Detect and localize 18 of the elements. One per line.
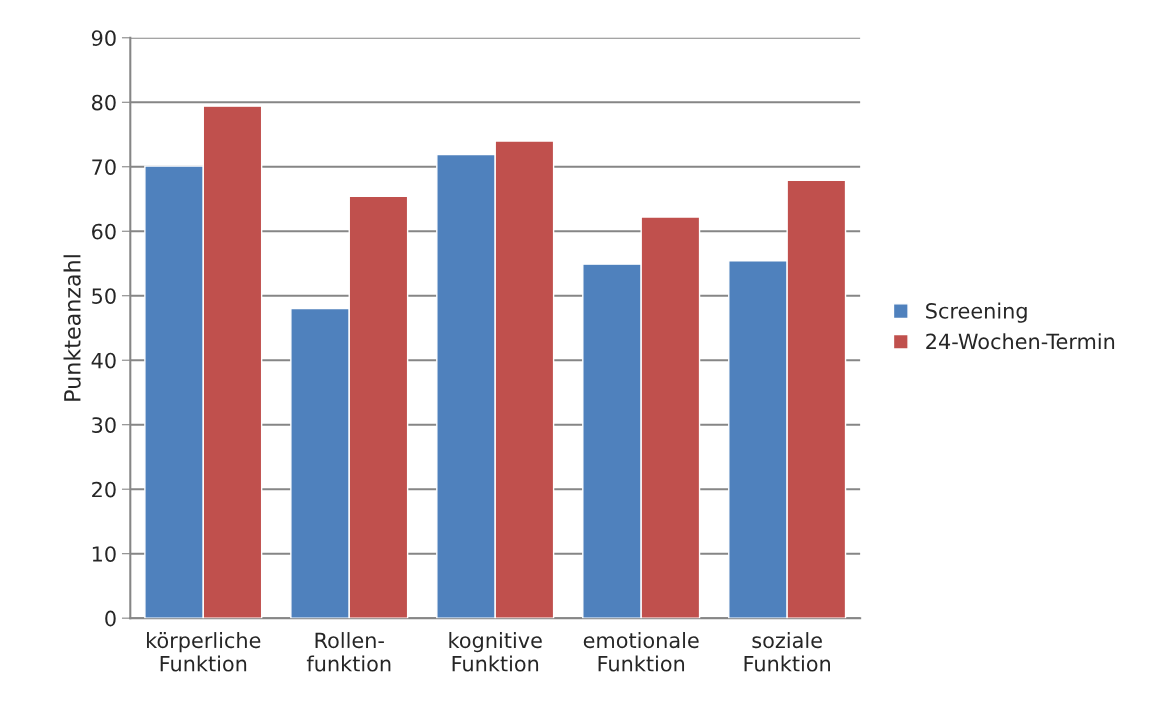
y-tick-label: 0 xyxy=(105,610,116,627)
y-tick-label: 20 xyxy=(92,481,116,498)
legend-label: Screening xyxy=(926,302,1027,323)
y-tick-label: 80 xyxy=(92,94,116,111)
x-tick-label: soziale Funktion xyxy=(744,632,830,672)
x-tick-label: Rollen- funktion xyxy=(306,632,391,672)
y-tick-label: 50 xyxy=(92,288,116,304)
y-tick-label: 90 xyxy=(91,30,116,46)
y-tick-label: 60 xyxy=(92,223,116,240)
legend-label: 24-Wochen-Termin xyxy=(926,333,1115,350)
x-tick-label: emotionale Funktion xyxy=(583,632,699,672)
x-tick-label: kognitive Funktion xyxy=(449,632,542,672)
y-tick-label: 10 xyxy=(92,546,116,562)
y-tick-label: 70 xyxy=(92,159,116,175)
y-tick-label: 40 xyxy=(91,352,116,369)
y-axis-title: Punkteanzahl xyxy=(63,255,81,401)
x-tick-label: körperliche Funktion xyxy=(147,632,261,672)
y-tick-label: 30 xyxy=(92,417,116,433)
